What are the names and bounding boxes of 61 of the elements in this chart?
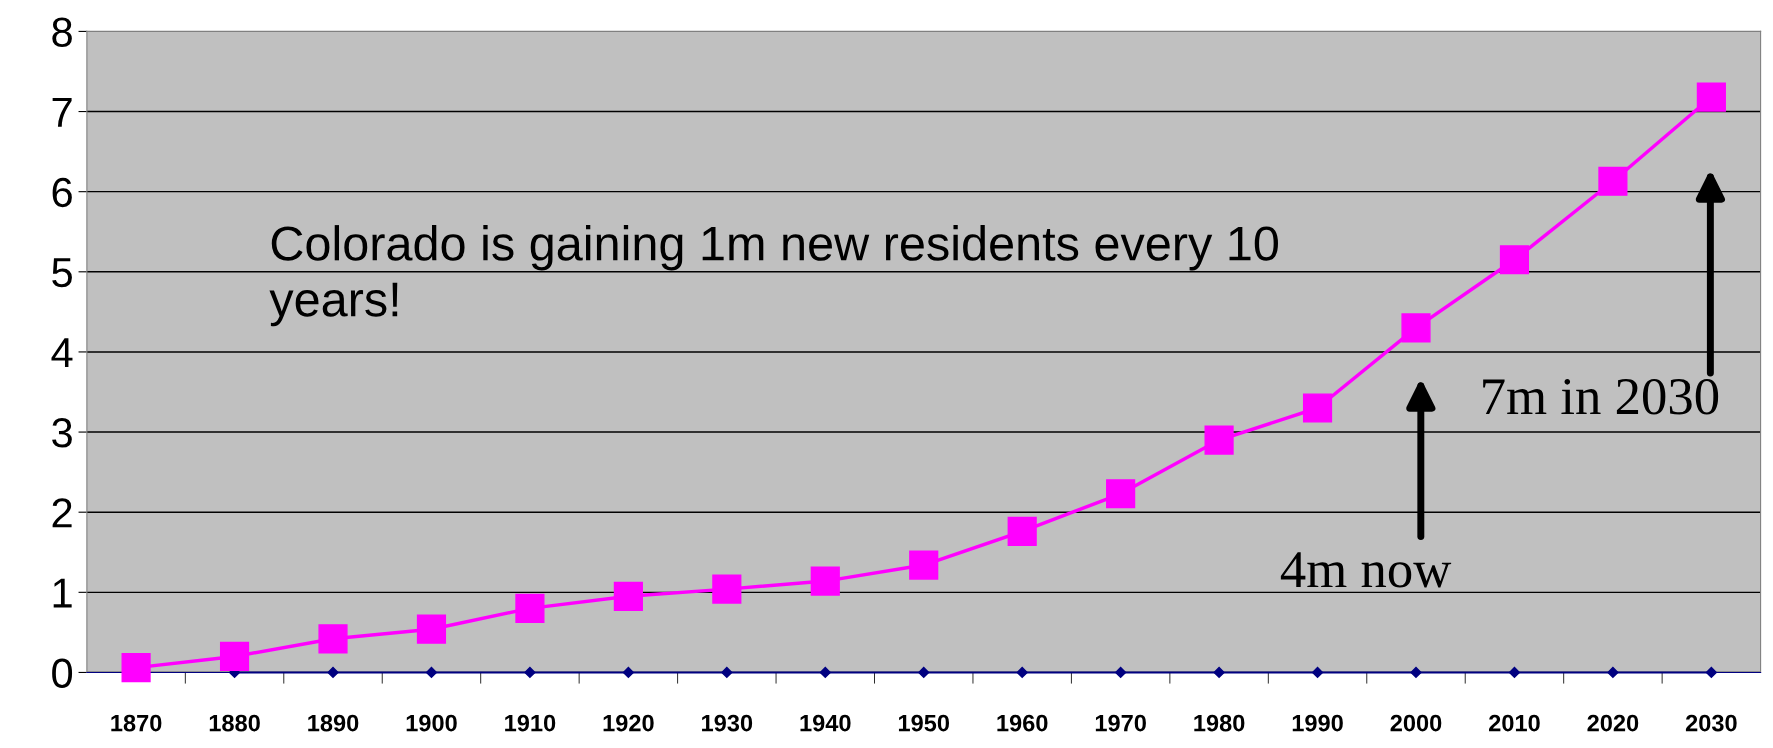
point <box>1705 666 1717 679</box>
annotation: Colorado is gaining 1m new residents every 10 years! <box>269 225 1278 327</box>
point <box>1508 666 1521 679</box>
x-tick-label: 1940 <box>800 714 851 732</box>
point <box>1410 666 1422 679</box>
point <box>1007 516 1037 547</box>
x-tick-label: 1970 <box>1095 714 1146 732</box>
point <box>318 624 348 654</box>
y-tick-label: 5 <box>52 258 72 288</box>
point <box>327 666 339 679</box>
point <box>425 666 438 679</box>
x-tick-label: 2020 <box>1587 714 1639 732</box>
y-tick-label: 0 <box>52 658 73 688</box>
point <box>712 574 742 604</box>
point <box>1607 666 1619 679</box>
point <box>515 593 545 623</box>
point <box>1106 479 1136 509</box>
x-tick-label: 2000 <box>1390 714 1442 732</box>
x-tick-label: 1910 <box>505 714 556 732</box>
y-tick-label: 7 <box>52 97 72 127</box>
annotation: 7m in 2030 <box>1483 378 1719 415</box>
x-tick-label: 1960 <box>997 714 1048 732</box>
y-tick-label: 3 <box>52 418 72 448</box>
y-tick-label: 1 <box>53 578 72 608</box>
point <box>1302 393 1333 423</box>
point <box>1115 666 1127 679</box>
x-tick-label: 1930 <box>702 714 753 732</box>
y-tick-label: 8 <box>52 17 72 47</box>
point <box>721 666 733 679</box>
y-tick-label: 2 <box>52 498 72 528</box>
point <box>918 666 930 679</box>
point <box>1204 425 1234 455</box>
point <box>622 666 634 679</box>
x-tick-label: 1920 <box>603 714 654 732</box>
point <box>1311 666 1324 679</box>
point <box>416 614 447 644</box>
x-tick-label: 2030 <box>1685 714 1737 732</box>
point <box>1401 313 1431 343</box>
point <box>524 666 536 679</box>
x-tick-label: 1950 <box>898 714 950 732</box>
x-tick-label: 2010 <box>1489 714 1540 732</box>
point <box>1696 82 1726 112</box>
annotation: 4m now <box>1280 552 1452 588</box>
y-tick-label: 4 <box>51 338 73 368</box>
point <box>1213 666 1225 679</box>
x-tick-label: 1900 <box>406 714 457 732</box>
x-tick-label: 1990 <box>1292 714 1343 732</box>
point <box>219 641 250 672</box>
point <box>1598 166 1628 196</box>
x-tick-label: 1880 <box>209 714 260 732</box>
point <box>1499 245 1530 275</box>
point <box>909 550 939 580</box>
point <box>121 653 151 683</box>
point <box>1016 666 1028 679</box>
x-tick-label: 1870 <box>111 714 162 732</box>
point <box>810 566 840 596</box>
y-tick-label: 6 <box>52 177 72 208</box>
x-tick-label: 1890 <box>308 714 359 732</box>
point <box>819 666 831 679</box>
point <box>613 581 643 611</box>
x-tick-label: 1980 <box>1194 714 1245 732</box>
